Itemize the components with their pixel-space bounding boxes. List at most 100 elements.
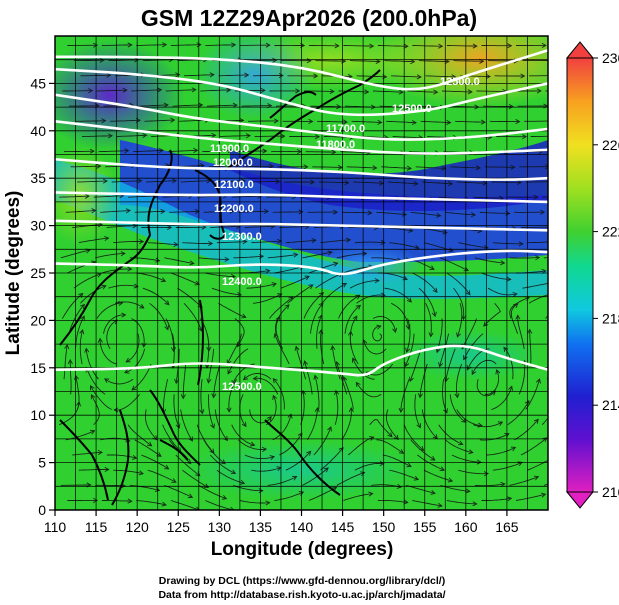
streamline — [310, 105, 341, 108]
streamline-arrowhead — [555, 73, 559, 77]
colorbar-tick-label: 222 — [602, 224, 619, 240]
streamline — [177, 287, 203, 308]
streamline-arrowhead — [84, 347, 90, 353]
streamline-arrowhead — [262, 148, 268, 154]
streamline — [80, 74, 111, 77]
streamline-arrowhead — [97, 222, 103, 228]
streamline-arrowhead — [378, 180, 385, 186]
streamline — [241, 105, 272, 107]
streamline — [376, 439, 404, 454]
streamline-arrowhead — [278, 72, 284, 79]
streamline — [520, 226, 548, 228]
streamline-arrowhead — [557, 134, 561, 138]
streamline — [175, 454, 201, 476]
streamline — [442, 379, 448, 413]
streamline — [200, 379, 203, 414]
streamline-arrowhead — [234, 163, 240, 169]
streamline-arrowhead — [158, 147, 164, 154]
streamline-arrowhead — [241, 421, 247, 428]
streamline-arrowhead — [308, 284, 314, 290]
streamline-arrowhead — [518, 241, 524, 247]
streamline — [446, 272, 471, 295]
streamline-arrowhead — [160, 277, 167, 283]
streamline — [103, 314, 126, 334]
contour-label-12200: 12200.0 — [214, 203, 254, 215]
contour-12200 — [55, 191, 548, 204]
streamline — [315, 60, 346, 62]
streamline — [251, 467, 282, 472]
streamline — [211, 287, 242, 296]
streamline — [417, 454, 445, 471]
streamline-arrowhead — [448, 247, 454, 253]
streamline-arrowhead — [332, 486, 338, 492]
streamline-arrowhead — [447, 181, 454, 187]
streamline — [455, 120, 486, 123]
streamline — [381, 166, 412, 169]
streamline — [377, 45, 408, 47]
contour-label-12500-ne: 12500.0 — [392, 103, 432, 115]
streamline — [173, 394, 180, 429]
streamline-arrowhead — [249, 441, 256, 447]
streamline-arrowhead — [230, 506, 235, 510]
streamline-arrowhead — [90, 385, 95, 391]
streamline — [525, 378, 540, 410]
blue-north-patch — [195, 36, 315, 120]
streamline-arrowhead — [471, 369, 477, 376]
streamline-arrowhead — [521, 134, 528, 140]
streamline-arrowhead — [540, 209, 546, 215]
credit-drawing: Drawing by DCL (https://www.gfd-dennou.o… — [159, 575, 445, 587]
streamline-arrowhead — [417, 393, 423, 399]
streamline-arrowhead — [139, 303, 145, 309]
streamline — [308, 262, 338, 274]
streamline — [446, 45, 477, 47]
streamline-arrowhead — [199, 163, 205, 169]
x-tick-label: 160 — [454, 519, 478, 535]
streamline — [149, 302, 169, 330]
streamline-arrowhead — [500, 481, 506, 487]
streamline — [147, 469, 177, 483]
streamline — [445, 348, 456, 382]
purple-low-patch — [55, 40, 185, 150]
streamline — [315, 272, 343, 289]
streamline — [251, 240, 282, 244]
streamline-arrowhead — [362, 251, 368, 257]
streamline — [314, 375, 320, 410]
streamline — [418, 60, 449, 63]
streamline-arrowhead — [240, 178, 247, 184]
streamline — [492, 461, 523, 471]
streamline — [72, 451, 103, 456]
streamline — [439, 333, 450, 367]
streamline-arrowhead — [327, 250, 333, 256]
streamline-arrowhead — [432, 287, 438, 293]
streamline-arrowhead — [80, 315, 85, 321]
plot-area — [55, 36, 561, 510]
streamline-arrowhead — [510, 446, 517, 452]
streamline-arrowhead — [127, 498, 133, 504]
streamline-arrowhead — [306, 450, 312, 456]
x-tick-label: 155 — [413, 519, 437, 535]
streamline-arrowhead — [314, 134, 321, 140]
streamline-arrowhead — [398, 449, 405, 454]
streamline-arrowhead — [266, 416, 272, 422]
streamline — [486, 446, 516, 456]
streamline-arrowhead — [293, 252, 299, 258]
streamline — [450, 166, 481, 169]
streamline-arrowhead — [396, 483, 403, 489]
streamline-arrowhead — [308, 118, 314, 124]
streamline-arrowhead — [273, 118, 279, 124]
streamline — [484, 166, 515, 168]
streamline-arrowhead — [231, 380, 237, 386]
streamline-arrowhead — [404, 361, 410, 368]
streamline — [515, 493, 546, 501]
streamline — [136, 44, 167, 46]
contour-label-12500-south: 12500.0 — [222, 381, 262, 393]
streamline — [170, 500, 200, 510]
streamline-arrowhead — [120, 251, 126, 257]
y-tick-label: 20 — [30, 312, 46, 328]
streamline-arrowhead — [372, 165, 378, 171]
streamline-arrowhead — [435, 347, 441, 354]
streamline — [456, 181, 487, 184]
streamline — [182, 469, 209, 488]
streamline-arrowhead — [304, 275, 310, 281]
streamline — [163, 379, 169, 414]
